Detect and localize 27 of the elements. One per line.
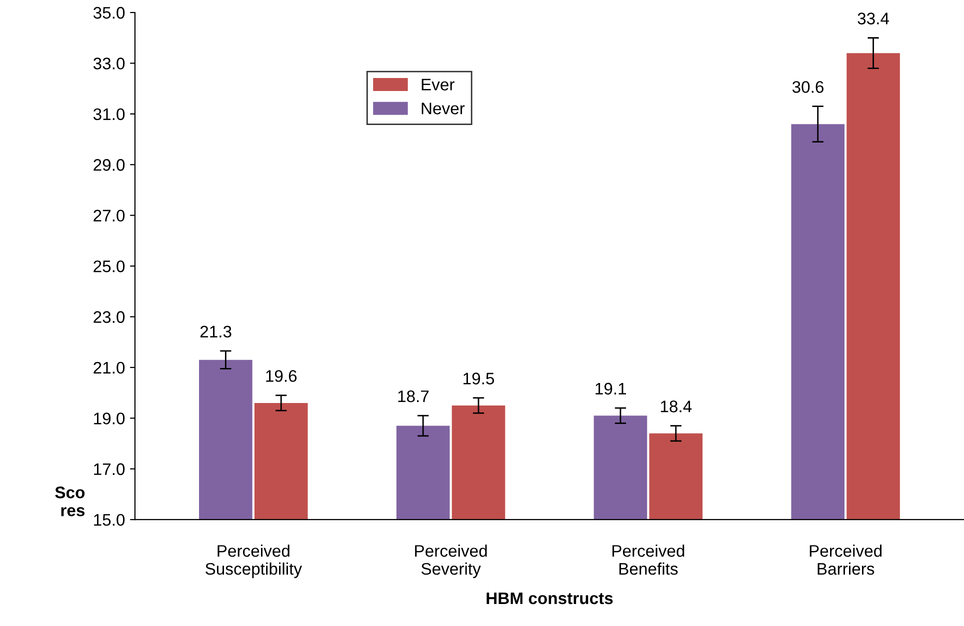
data-label: 33.4: [858, 12, 890, 24]
y-tick-label: 25.0: [94, 260, 125, 272]
data-label: 21.3: [200, 326, 232, 338]
data-label: 30.6: [792, 81, 824, 93]
y-tick-label: 23.0: [94, 311, 125, 323]
data-label: 19.5: [464, 372, 494, 384]
y-tick-label: 29.0: [94, 159, 125, 171]
y-axis-title: Sco res: [55, 486, 85, 516]
y-tick-label: 35.0: [93, 6, 125, 19]
x-tick-label: Perceived Susceptibility: [206, 544, 302, 578]
y-tick-label: 21.0: [94, 362, 125, 374]
data-label: 19.1: [596, 382, 626, 395]
legend-label: Ever: [422, 78, 454, 90]
data-label: 18.4: [660, 400, 692, 412]
y-tick-label: 19.0: [94, 412, 125, 424]
y-tick-label: 31.0: [93, 108, 125, 120]
y-tick-label: 17.0: [94, 463, 125, 476]
legend-label: Never: [422, 102, 465, 114]
y-tick-label: 27.0: [94, 210, 125, 222]
y-tick-label: 33.0: [93, 58, 125, 70]
x-axis-title: HBM constructs: [486, 592, 613, 604]
x-tick-label: Perceived Severity: [415, 544, 487, 578]
y-tick-label: 15.0: [94, 514, 125, 526]
data-label: 18.7: [398, 390, 429, 402]
data-label: 19.6: [266, 370, 297, 382]
x-tick-label: Perceived Benefits: [612, 544, 684, 575]
x-tick-label: Perceived Barriers: [810, 544, 882, 575]
